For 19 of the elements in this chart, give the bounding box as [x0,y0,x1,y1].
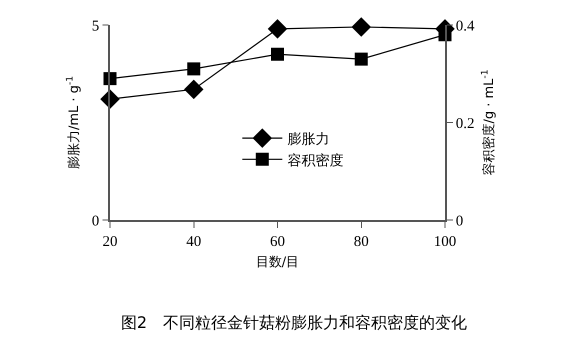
y2-tick-label: 0.2 [456,116,474,132]
point [184,80,204,100]
text: 图2 不同粒径金针菇粉膨胀力和容积密度的变化 [120,312,468,332]
point [354,52,368,66]
x-tick-label: 80 [354,234,369,250]
point [271,48,284,61]
x-tick-label: 60 [270,234,285,250]
legend-label: 容积密度 [287,152,344,169]
y2-tick-label: 0 [456,213,464,230]
x-axis-title: 目数/目 [256,254,300,270]
x-tick-label: 40 [186,234,202,250]
point [187,62,200,76]
x-tick-label: 100 [434,234,456,250]
x-tick-label: 20 [102,234,118,250]
legend-label: 膨胀力 [287,132,330,148]
point [352,17,371,37]
y-tick-label: 5 [92,18,100,34]
y2-tick-label: 0.4 [456,18,475,34]
point [268,19,288,39]
